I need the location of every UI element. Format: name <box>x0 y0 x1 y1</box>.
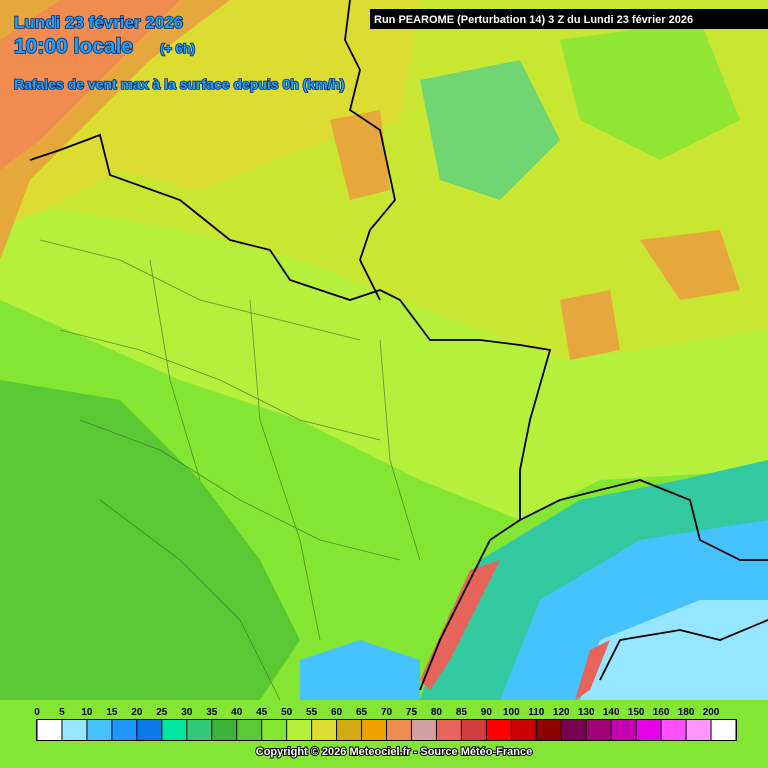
legend-label: 55 <box>306 707 318 718</box>
legend-label: 45 <box>256 707 268 718</box>
legend-swatch <box>262 720 287 740</box>
legend-swatch <box>661 720 686 740</box>
legend-label: 35 <box>206 707 218 718</box>
field-zone <box>560 20 740 160</box>
legend-label: 85 <box>456 707 468 718</box>
legend-label: 75 <box>406 707 418 718</box>
field-zone <box>0 380 300 700</box>
field-zone <box>420 60 560 200</box>
legend-swatch <box>711 720 736 740</box>
legend-label: 0 <box>34 707 40 718</box>
legend-label: 15 <box>106 707 118 718</box>
country-border <box>344 0 396 301</box>
legend-swatch <box>237 720 262 740</box>
field-zone <box>640 230 740 300</box>
legend-swatch <box>362 720 386 740</box>
country-border <box>29 133 552 520</box>
legend-label: 50 <box>281 707 293 718</box>
run-label: Run PEAROME (Perturbation 14) 3 Z du Lun… <box>374 14 693 26</box>
legend-swatch <box>511 720 536 740</box>
legend-swatch <box>586 720 611 740</box>
country-border <box>519 479 768 561</box>
legend-label: 20 <box>131 707 143 718</box>
legend-swatch <box>461 720 486 740</box>
legend-label: 200 <box>703 707 720 718</box>
legend-label: 130 <box>578 707 595 718</box>
legend-swatch <box>312 720 337 740</box>
legend-swatch <box>611 720 636 740</box>
legend-label: 60 <box>331 707 343 718</box>
field-zone <box>560 290 620 360</box>
legend-swatch <box>287 720 312 740</box>
legend-label: 10 <box>81 707 93 718</box>
copyright: Copyright © 2026 Meteociel.fr - Source M… <box>256 746 532 758</box>
legend-label: 30 <box>181 707 193 718</box>
legend-swatch <box>536 720 561 740</box>
legend-swatch <box>162 720 187 740</box>
legend-swatch <box>686 720 711 740</box>
legend-swatch <box>62 720 87 740</box>
legend-swatch <box>337 720 362 740</box>
field-zone <box>330 110 390 200</box>
offset-label: (+ 6h) <box>160 41 195 56</box>
legend-label: 150 <box>628 707 645 718</box>
legend-swatch <box>87 720 112 740</box>
legend-label: 40 <box>231 707 243 718</box>
legend-label: 25 <box>156 707 168 718</box>
legend-label: 65 <box>356 707 368 718</box>
date-label: Lundi 23 février 2026 <box>14 13 183 32</box>
borders <box>29 0 768 701</box>
legend-swatch <box>137 720 162 740</box>
country-border <box>599 619 768 681</box>
field-zone <box>575 640 610 700</box>
legend-label: 100 <box>503 707 520 718</box>
legend-label: 180 <box>678 707 695 718</box>
legend-label: 140 <box>603 707 620 718</box>
legend-swatch <box>561 720 586 740</box>
legend-label: 160 <box>653 707 670 718</box>
region-border <box>39 239 421 701</box>
legend-swatch <box>37 720 62 740</box>
legend-swatch <box>187 720 212 740</box>
country-border <box>419 519 521 691</box>
legend-swatch <box>436 720 461 740</box>
field-zone <box>0 0 180 170</box>
legend-label: 5 <box>59 707 65 718</box>
field-zone <box>580 600 768 700</box>
time-label: 10:00 locale <box>14 35 133 58</box>
legend-label: 110 <box>528 707 545 718</box>
legend-label: 120 <box>553 707 570 718</box>
legend-swatch <box>636 720 661 740</box>
legend-label: 80 <box>431 707 443 718</box>
field-zone <box>300 640 420 700</box>
legend-swatch <box>387 720 411 740</box>
legend-label: 70 <box>381 707 393 718</box>
subtitle: Rafales de vent max à la surface depuis … <box>14 76 345 92</box>
legend-swatch <box>212 720 237 740</box>
run-banner <box>370 9 768 29</box>
legend: 0 5 10 15 20 25 30 35 40 45 50 55 60 65 70 75 80 85 90 100 1… <box>34 707 737 741</box>
legend-swatch <box>486 720 511 740</box>
legend-label: 90 <box>481 707 493 718</box>
field-zone <box>420 560 500 690</box>
legend-swatch <box>411 720 436 740</box>
legend-swatch <box>112 720 137 740</box>
